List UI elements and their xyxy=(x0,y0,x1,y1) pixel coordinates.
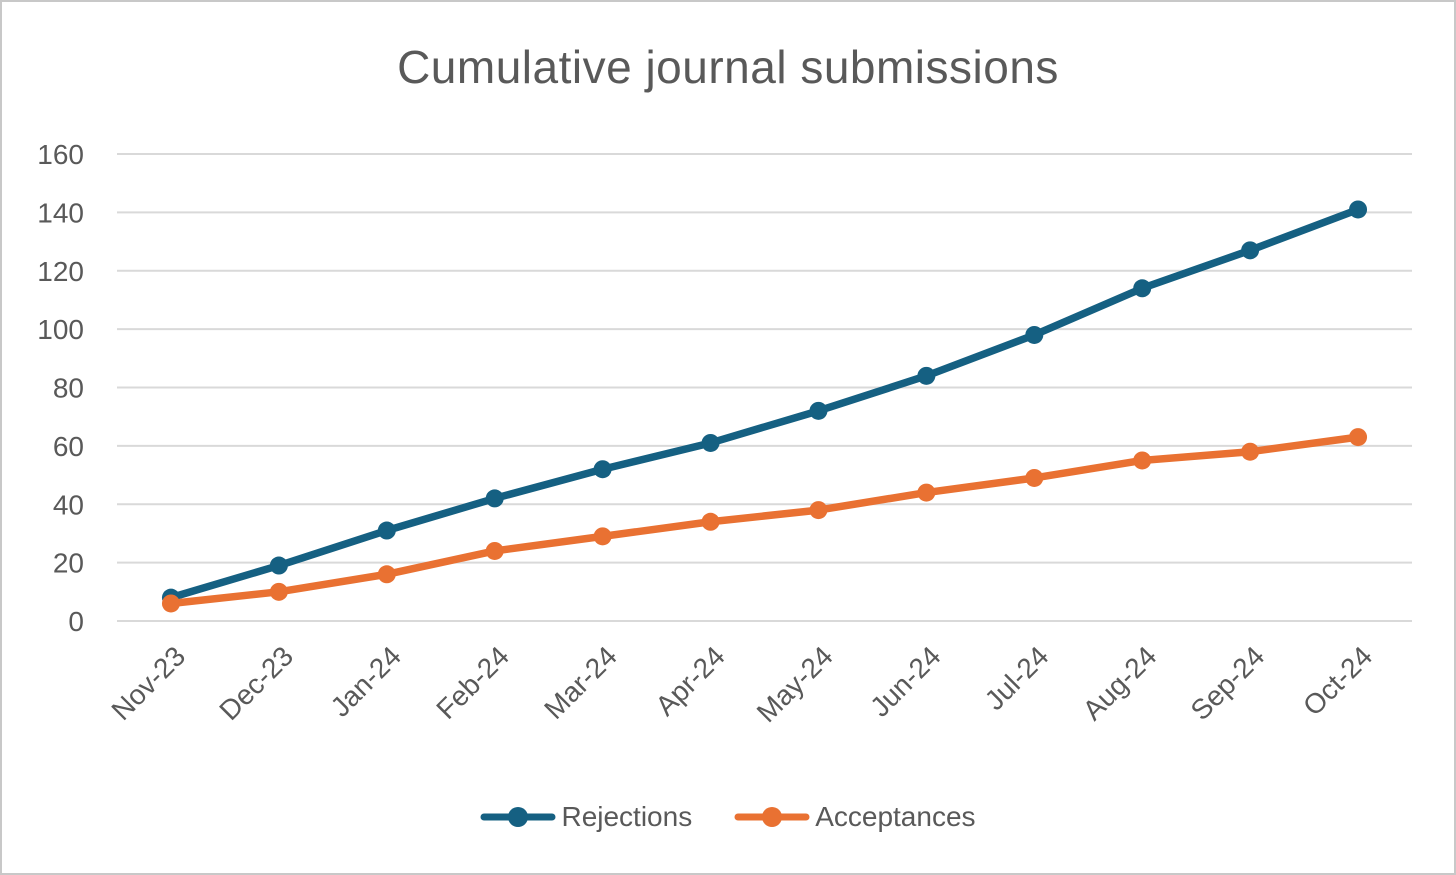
data-point-acceptances xyxy=(917,483,936,502)
y-tick-label: 160 xyxy=(37,139,84,170)
acceptances-series-marker-icon xyxy=(734,807,810,827)
x-tick-label: Jul-24 xyxy=(979,640,1055,716)
x-tick-label: Jun-24 xyxy=(864,640,946,722)
data-point-rejections xyxy=(701,433,720,452)
series-line-acceptances xyxy=(167,433,1362,608)
y-tick-label: 60 xyxy=(53,431,84,462)
data-point-acceptances xyxy=(161,594,180,613)
data-point-acceptances xyxy=(701,512,720,531)
y-tick-label: 0 xyxy=(68,606,84,637)
x-tick-label: May-24 xyxy=(751,640,839,728)
x-tick-label: Apr-24 xyxy=(649,640,730,721)
x-tick-label: Feb-24 xyxy=(430,640,515,725)
x-tick-label: Sep-24 xyxy=(1185,640,1271,726)
data-point-rejections xyxy=(269,556,288,575)
data-point-rejections xyxy=(485,489,504,508)
data-point-acceptances xyxy=(1241,442,1260,461)
series-line-rejections xyxy=(167,205,1362,602)
data-point-rejections xyxy=(917,366,936,385)
chart-legend: Rejections Acceptances xyxy=(2,801,1454,833)
y-tick-label: 140 xyxy=(37,197,84,228)
data-point-acceptances xyxy=(485,541,504,560)
data-point-rejections xyxy=(1133,279,1152,298)
x-tick-label: Oct-24 xyxy=(1297,640,1378,721)
data-point-acceptances xyxy=(1349,428,1368,447)
data-point-acceptances xyxy=(377,565,396,584)
legend-item-acceptances: Acceptances xyxy=(734,801,976,833)
legend-label-rejections: Rejections xyxy=(561,801,693,832)
data-point-rejections xyxy=(1349,200,1368,219)
x-tick-label: Jan-24 xyxy=(325,640,407,722)
y-tick-label: 80 xyxy=(53,373,84,404)
data-point-acceptances xyxy=(269,582,288,601)
x-tick-label: Nov-23 xyxy=(105,640,191,726)
x-tick-label: Aug-24 xyxy=(1077,640,1163,726)
y-tick-label: 20 xyxy=(53,548,84,579)
rejections-series-marker-icon xyxy=(480,807,556,827)
x-tick-label: Dec-23 xyxy=(213,640,299,726)
data-point-acceptances xyxy=(809,501,828,520)
y-tick-label: 40 xyxy=(53,489,84,520)
data-point-rejections xyxy=(1025,325,1044,344)
y-tick-label: 100 xyxy=(37,314,84,345)
legend-item-rejections: Rejections xyxy=(480,801,692,833)
data-point-rejections xyxy=(809,401,828,420)
data-point-rejections xyxy=(377,521,396,540)
data-point-acceptances xyxy=(593,527,612,546)
data-point-acceptances xyxy=(1133,451,1152,470)
data-point-acceptances xyxy=(1025,468,1044,487)
y-tick-label: 120 xyxy=(37,256,84,287)
data-point-rejections xyxy=(593,460,612,479)
legend-label-acceptances: Acceptances xyxy=(815,801,976,832)
chart-title: Cumulative journal submissions xyxy=(397,41,1059,93)
x-tick-label: Mar-24 xyxy=(538,640,623,725)
data-point-rejections xyxy=(1241,241,1260,260)
